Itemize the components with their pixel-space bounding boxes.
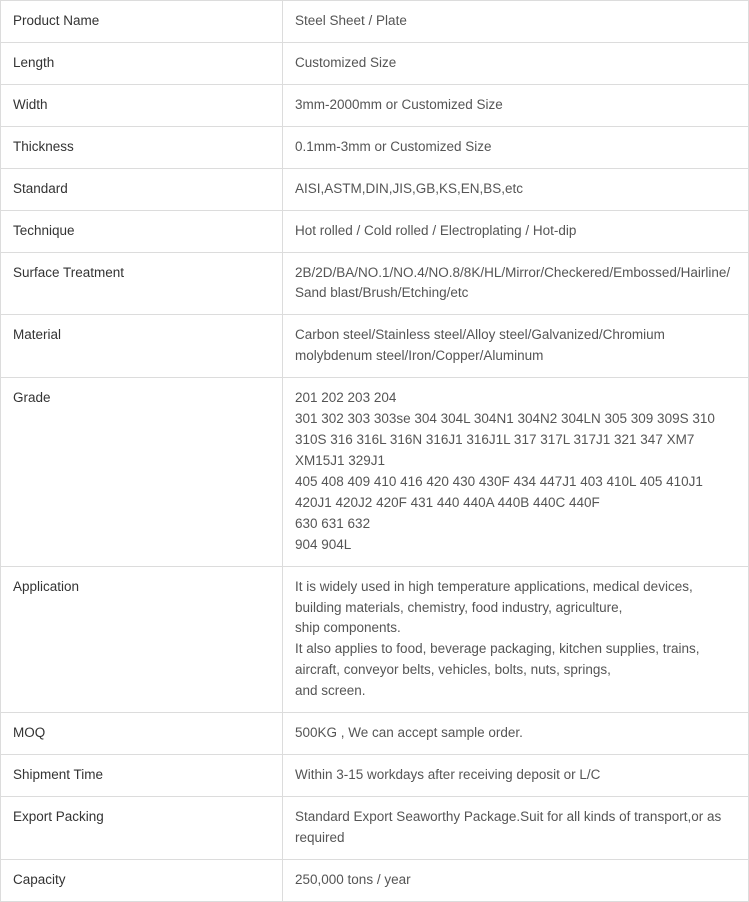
spec-label: Technique (1, 210, 283, 252)
spec-value-line: 500KG , We can accept sample order. (295, 723, 736, 744)
spec-label: Material (1, 315, 283, 378)
table-row: Grade201 202 203 204301 302 303 303se 30… (1, 378, 749, 566)
spec-value-line: It also applies to food, beverage packag… (295, 639, 736, 681)
spec-label: Length (1, 42, 283, 84)
table-row: Capacity 250,000 tons / year (1, 859, 749, 901)
spec-value: It is widely used in high temperature ap… (283, 566, 749, 713)
spec-label: Surface Treatment (1, 252, 283, 315)
spec-label: Capacity (1, 859, 283, 901)
table-row: Application It is widely used in high tem… (1, 566, 749, 713)
spec-value-line: 0.1mm-3mm or Customized Size (295, 137, 736, 158)
spec-value-line: Standard Export Seaworthy Package.Suit f… (295, 807, 736, 849)
spec-value: Customized Size (283, 42, 749, 84)
table-row: Width 3mm-2000mm or Customized Size (1, 84, 749, 126)
spec-value: Steel Sheet / Plate (283, 1, 749, 43)
product-spec-table: Product Name Steel Sheet / Plate Length Cus… (0, 0, 749, 902)
spec-value: 0.1mm-3mm or Customized Size (283, 126, 749, 168)
spec-value-line: It is widely used in high temperature ap… (295, 577, 736, 619)
spec-label: Width (1, 84, 283, 126)
spec-value-line: 250,000 tons / year (295, 870, 736, 891)
table-row: Technique Hot rolled / Cold rolled / Elec… (1, 210, 749, 252)
spec-label: Grade (1, 378, 283, 566)
table-row: Thickness 0.1mm-3mm or Customized Size (1, 126, 749, 168)
spec-value-line: Steel Sheet / Plate (295, 11, 736, 32)
spec-value: Hot rolled / Cold rolled / Electroplatin… (283, 210, 749, 252)
spec-value-line: Within 3-15 workdays after receiving dep… (295, 765, 736, 786)
spec-value-line: ship components. (295, 618, 736, 639)
spec-label: Export Packing (1, 796, 283, 859)
spec-value-line: Hot rolled / Cold rolled / Electroplatin… (295, 221, 736, 242)
spec-value-line: 405 408 409 410 416 420 430 430F 434 447… (295, 472, 736, 514)
spec-value-line: Carbon steel/Stainless steel/Alloy steel… (295, 325, 736, 367)
table-row: Shipment Time Within 3-15 workdays after … (1, 755, 749, 797)
spec-value: AISI,ASTM,DIN,JIS,GB,KS,EN,BS,etc (283, 168, 749, 210)
spec-table-body: Product Name Steel Sheet / Plate Length Cus… (1, 1, 749, 902)
spec-label: Product Name (1, 1, 283, 43)
spec-label: Standard (1, 168, 283, 210)
table-row: Standard AISI,ASTM,DIN,JIS,GB,KS,EN,BS,et… (1, 168, 749, 210)
spec-label: MOQ (1, 713, 283, 755)
table-row: Length Customized Size (1, 42, 749, 84)
spec-value-line: 301 302 303 303se 304 304L 304N1 304N2 3… (295, 409, 736, 472)
spec-value: Within 3-15 workdays after receiving dep… (283, 755, 749, 797)
spec-value-line: AISI,ASTM,DIN,JIS,GB,KS,EN,BS,etc (295, 179, 736, 200)
spec-label: Application (1, 566, 283, 713)
table-row: Product Name Steel Sheet / Plate (1, 1, 749, 43)
spec-value-line: 201 202 203 204 (295, 388, 736, 409)
spec-value-line: 3mm-2000mm or Customized Size (295, 95, 736, 116)
spec-value-line: 2B/2D/BA/NO.1/NO.4/NO.8/8K/HL/Mirror/Che… (295, 263, 736, 305)
table-row: MOQ 500KG , We can accept sample order. (1, 713, 749, 755)
table-row: Export Packing Standard Export Seaworthy … (1, 796, 749, 859)
spec-value: 250,000 tons / year (283, 859, 749, 901)
spec-value: Standard Export Seaworthy Package.Suit f… (283, 796, 749, 859)
spec-value: 201 202 203 204301 302 303 303se 304 304… (283, 378, 749, 566)
spec-value: 2B/2D/BA/NO.1/NO.4/NO.8/8K/HL/Mirror/Che… (283, 252, 749, 315)
spec-value: 3mm-2000mm or Customized Size (283, 84, 749, 126)
spec-value-line: Customized Size (295, 53, 736, 74)
spec-value-line: 630 631 632 (295, 514, 736, 535)
table-row: Material Carbon steel/Stainless steel/All… (1, 315, 749, 378)
spec-label: Thickness (1, 126, 283, 168)
spec-value-line: and screen. (295, 681, 736, 702)
spec-value: 500KG , We can accept sample order. (283, 713, 749, 755)
spec-value-line: 904 904L (295, 535, 736, 556)
spec-label: Shipment Time (1, 755, 283, 797)
spec-value: Carbon steel/Stainless steel/Alloy steel… (283, 315, 749, 378)
table-row: Surface Treatment 2B/2D/BA/NO.1/NO.4/NO.8… (1, 252, 749, 315)
